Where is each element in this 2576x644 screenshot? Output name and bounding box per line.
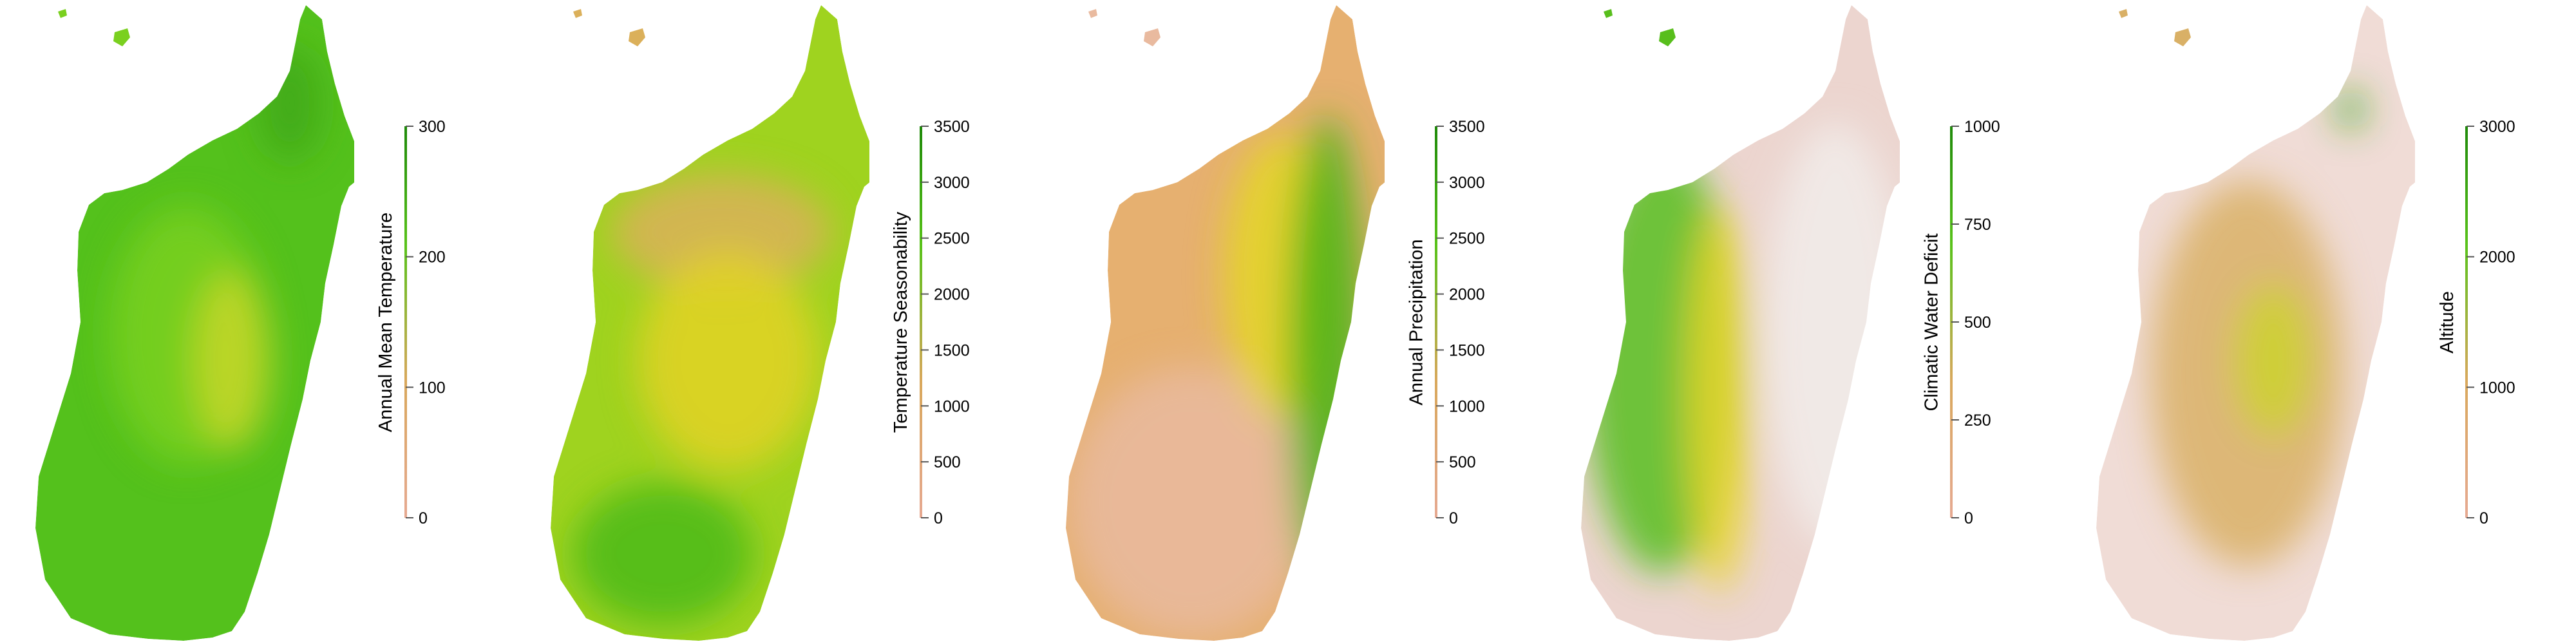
- map-fill: [35, 5, 354, 641]
- legend-tick-label: 2000: [1449, 286, 1485, 304]
- legend-tick-label: 250: [1964, 412, 1991, 430]
- legend-tick-label: 0: [1449, 509, 1458, 527]
- legend-tick-label: 1500: [1449, 341, 1485, 359]
- legend-colorbar: [920, 126, 922, 518]
- legend-tick-label: 500: [1449, 453, 1476, 471]
- map-fill: [1066, 5, 1385, 641]
- map-panel-annual-precipitation: Annual Precipitation 0 500 1000 1500 2000 2500…: [1050, 0, 1565, 644]
- islet: [2174, 28, 2191, 46]
- legend-tick-label: 500: [934, 453, 961, 471]
- legend-colorbar: [2465, 126, 2468, 518]
- islet: [573, 9, 582, 18]
- island-map: [35, 5, 354, 641]
- islet: [1604, 9, 1613, 18]
- islet: [2119, 9, 2128, 18]
- islet: [1088, 9, 1097, 18]
- map-region: [638, 251, 818, 470]
- legend-tick-label: 100: [419, 379, 446, 397]
- legend-tick-label: 0: [934, 509, 943, 527]
- map-region: [612, 174, 831, 290]
- legend-tick-label: 1500: [934, 341, 970, 359]
- legend-tick-label: 2500: [934, 230, 970, 248]
- islet: [1144, 28, 1160, 46]
- legend-tick-label: 3000: [1449, 174, 1485, 192]
- legend-tick-label: 1000: [2479, 379, 2515, 397]
- map-panel-climatic-water-deficit: Climatic Water Deficit 0 250 500 750 1000: [1565, 0, 2080, 644]
- legend-tick-label: 750: [1964, 216, 1991, 234]
- legend-tick-label: 2500: [1449, 230, 1485, 248]
- legend-tick-label: 2000: [2479, 249, 2515, 267]
- map-panel-altitude: Altitude 0 1000 2000 3000: [2080, 0, 2576, 644]
- legend-tick-label: 3000: [2479, 118, 2515, 136]
- map-region: [1288, 116, 1365, 605]
- islet: [1659, 28, 1676, 46]
- map-fill: [1581, 5, 1900, 641]
- island-map: [2096, 5, 2415, 641]
- legend-tick-label: 0: [419, 509, 428, 527]
- color-legend: 0 500 1000 1500 2000 2500 3000 3500: [1435, 118, 1485, 527]
- legend-tick-label: 2000: [934, 286, 970, 304]
- islet: [113, 28, 130, 46]
- legend-tick-label: 1000: [1449, 397, 1485, 415]
- map-region: [1069, 367, 1314, 638]
- legend-tick-label: 200: [419, 249, 446, 267]
- island-map: [1066, 5, 1385, 641]
- map-region: [193, 270, 270, 451]
- island-map: [1581, 5, 1900, 641]
- map-region: [258, 45, 322, 161]
- legend-colorbar: [404, 126, 407, 518]
- island-map: [551, 5, 869, 641]
- islet: [629, 28, 645, 46]
- islet: [58, 9, 67, 18]
- map-region: [2235, 283, 2312, 438]
- map-fill: [2096, 5, 2415, 641]
- map-region: [1765, 122, 1900, 547]
- map-region: [2338, 90, 2363, 129]
- color-legend: 0 500 1000 1500 2000 2500 3000 3500: [920, 118, 970, 527]
- color-legend: 0 100 200 300: [404, 118, 446, 527]
- map-region: [1687, 206, 1752, 592]
- legend-tick-label: 1000: [934, 397, 970, 415]
- map-fill: [551, 5, 869, 641]
- legend-tick-label: 1000: [1964, 118, 2000, 136]
- color-legend: 0 250 500 750 1000: [1950, 118, 2000, 527]
- map-region: [573, 483, 753, 625]
- legend-tick-label: 3000: [934, 174, 970, 192]
- legend-tick-label: 300: [419, 118, 446, 136]
- legend-tick-label: 3500: [1449, 118, 1485, 136]
- map-panel-temperature-seasonability: Temperature Seasonability 0 500 1000 1500 200…: [535, 0, 1050, 644]
- legend-tick-label: 0: [1964, 509, 1973, 527]
- legend-tick-label: 500: [1964, 314, 1991, 332]
- legend-tick-label: 3500: [934, 118, 970, 136]
- color-legend: 0 1000 2000 3000: [2465, 118, 2515, 527]
- map-panel-annual-mean-temperature: Annual Mean Temperature 0 100 200 300: [19, 0, 535, 644]
- legend-colorbar: [1435, 126, 1437, 518]
- legend-tick-label: 0: [2479, 509, 2488, 527]
